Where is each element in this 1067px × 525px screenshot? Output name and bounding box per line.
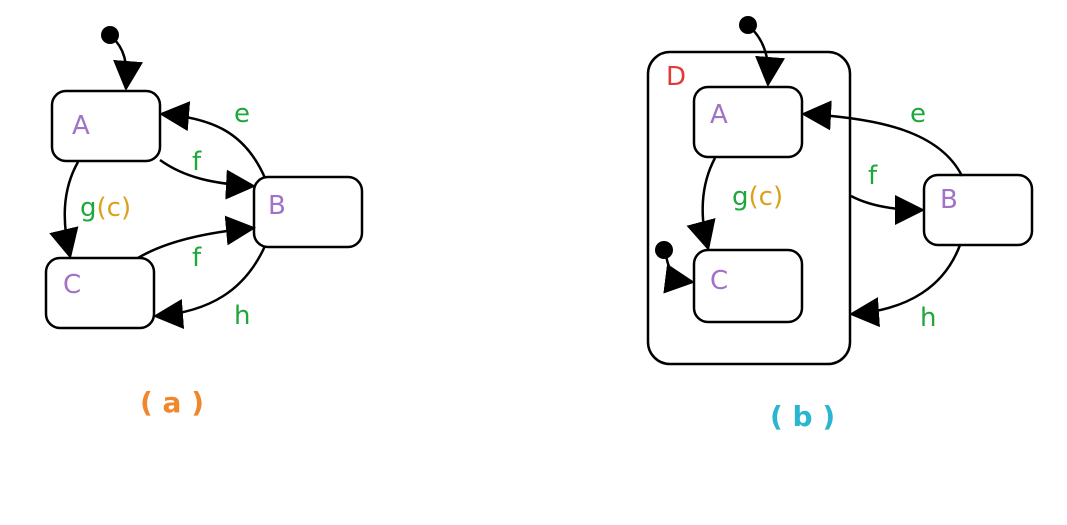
- panel-b-transition-h: [849, 244, 962, 328]
- panel-b-event-g-guard: g(c): [732, 182, 783, 212]
- panel-a-guard-open: (: [97, 193, 107, 223]
- panel-b-event-h: h: [920, 303, 936, 333]
- panel-a-event-h: h: [234, 301, 250, 331]
- panel-b-initial-dot-inner: [655, 241, 673, 259]
- panel-a-state-a-label: A: [72, 111, 90, 141]
- panel-a-state-c-label: C: [63, 270, 81, 300]
- panel-b-caption: ( b ): [770, 400, 835, 433]
- panel-a-initial-transition: [111, 36, 144, 91]
- panel-a-event-e: e: [234, 99, 250, 129]
- panel-a-state-b: [252, 175, 364, 249]
- panel-b: D A C B e f g(c) h ( b ): [646, 16, 1034, 433]
- panel-b-state-a-label: A: [710, 100, 728, 130]
- panel-a-state-b-label: B: [268, 191, 286, 221]
- panel-a: A B C e f g(c) f h ( a ): [44, 26, 364, 419]
- panel-a-state-c: [44, 256, 156, 330]
- panel-a-event-f-top: f: [192, 147, 202, 177]
- panel-a-caption: ( a ): [140, 386, 204, 419]
- panel-b-transition-f: [850, 194, 925, 225]
- panel-a-transition-f-top: [159, 158, 256, 200]
- panel-b-guard-open: (: [749, 182, 759, 212]
- panel-a-event-g: g: [80, 193, 97, 223]
- panel-b-guard-cond: c: [759, 182, 773, 212]
- panel-b-transition-e: [801, 100, 964, 177]
- panel-a-transition-g: [49, 161, 80, 259]
- panel-a-event-f-bottom: f: [192, 243, 202, 273]
- panel-a-guard-cond: c: [107, 193, 121, 223]
- panel-a-transition-f-bottom: [137, 215, 256, 260]
- panel-b-transition-g: [686, 157, 717, 251]
- panel-b-event-f: f: [868, 161, 878, 191]
- panel-b-event-e: e: [910, 99, 926, 129]
- panel-a-transition-e: [159, 101, 267, 179]
- panel-b-state-b-label: B: [940, 185, 958, 215]
- panel-a-guard-close: ): [121, 193, 131, 223]
- panel-b-initial-transition-top: [749, 26, 786, 87]
- panel-b-initial-transition-inner: [663, 253, 695, 294]
- panel-b-event-g: g: [732, 182, 749, 212]
- panel-b-guard-close: ): [773, 182, 783, 212]
- panel-b-state-c-label: C: [710, 266, 728, 296]
- panel-b-superstate-label: D: [666, 62, 686, 92]
- panel-a-transition-h: [153, 245, 267, 329]
- panel-a-state-a: [50, 89, 162, 163]
- panel-a-event-g-guard: g(c): [80, 193, 131, 223]
